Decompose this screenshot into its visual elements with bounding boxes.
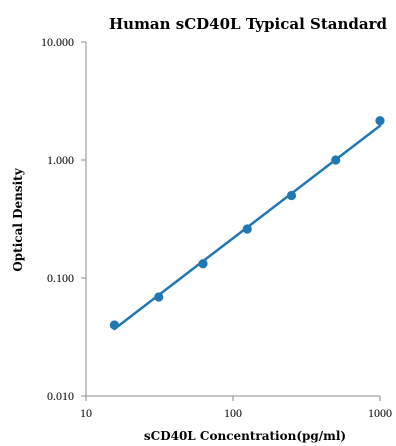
y-axis-label: Optical Density: [11, 167, 25, 271]
data-point: [331, 155, 341, 165]
y-tick-label: 10.000: [41, 35, 74, 49]
tick-labels: 0.010 0.100 1.000 10.000 10 100 1000: [41, 35, 392, 420]
data-point: [198, 259, 208, 269]
x-tick-label: 10: [80, 406, 92, 420]
data-points: [109, 116, 385, 330]
y-tick-label: 0.010: [47, 389, 74, 403]
data-point: [375, 116, 385, 126]
data-point: [242, 224, 252, 234]
data-point: [286, 190, 297, 201]
y-tick-label: 1.000: [47, 153, 74, 167]
x-tick-label: 1000: [368, 406, 392, 420]
y-tick-label: 0.100: [47, 271, 74, 285]
x-axis-label: sCD40L Concentration(pg/ml): [144, 429, 346, 443]
axes: [81, 41, 381, 401]
data-point: [109, 320, 119, 330]
chart-title: Human sCD40L Typical Standard: [109, 15, 388, 33]
x-tick-label: 100: [224, 406, 242, 420]
data-point: [154, 292, 164, 302]
